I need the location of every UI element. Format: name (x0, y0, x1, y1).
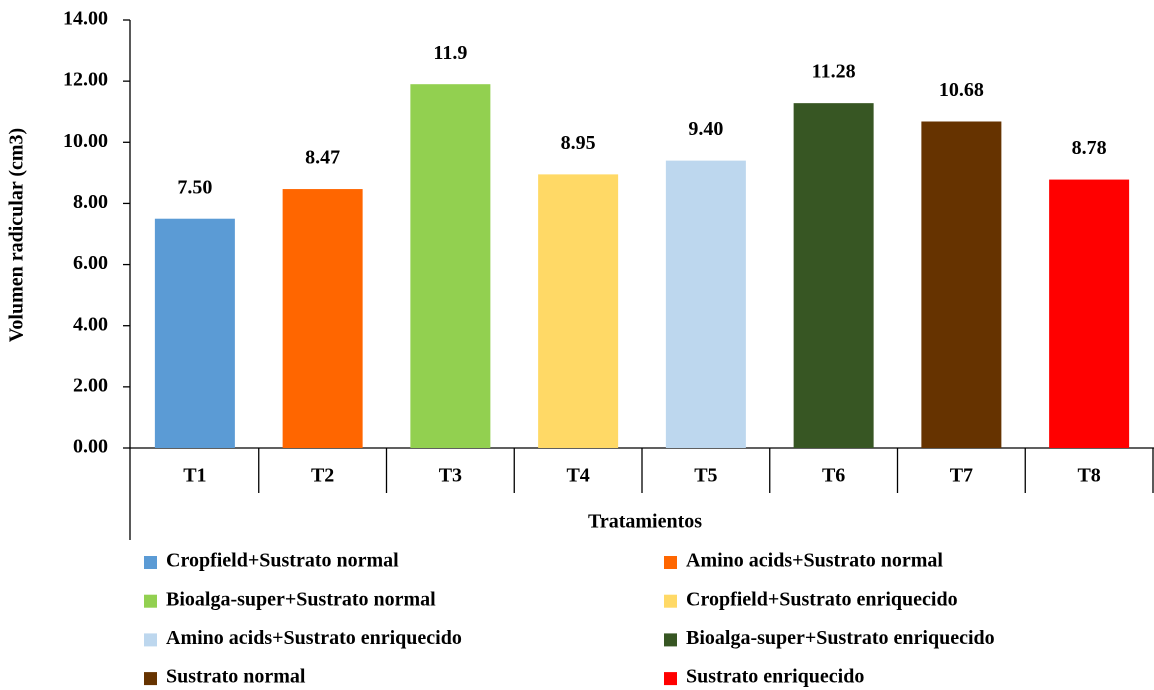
legend-label: Cropfield+Sustrato enriquecido (686, 588, 958, 610)
legend-swatch (664, 672, 677, 686)
legend-swatch (664, 556, 677, 569)
legend-label: Bioalga-super+Sustrato enriquecido (686, 627, 995, 649)
value-label: 11.28 (812, 61, 856, 83)
bar (410, 84, 491, 448)
value-label: 8.78 (1072, 137, 1107, 159)
legend-label: Cropfield+Sustrato normal (166, 550, 399, 572)
legend-swatch (664, 633, 677, 647)
legend-swatch (144, 672, 157, 686)
x-tick-label: T6 (822, 465, 845, 487)
legend-label: Bioalga-super+Sustrato normal (166, 588, 436, 610)
x-tick-label: T7 (950, 465, 973, 487)
y-tick-label: 4.00 (73, 313, 108, 335)
y-tick-label: 14.00 (63, 8, 108, 30)
x-tick-label: T8 (1077, 465, 1100, 487)
y-tick-label: 2.00 (73, 374, 108, 396)
legend-swatch (144, 633, 157, 647)
y-tick-label: 6.00 (73, 252, 108, 274)
bar (1049, 179, 1130, 448)
value-label: 10.68 (939, 79, 984, 101)
value-label: 8.95 (561, 132, 596, 154)
value-label: 11.9 (433, 42, 467, 64)
x-tick-label: T5 (694, 465, 717, 487)
legend-swatch (664, 594, 677, 608)
bar (665, 160, 746, 448)
legend-label: Sustrato normal (166, 666, 306, 688)
x-tick-label: T2 (311, 465, 334, 487)
x-tick-label: T3 (439, 465, 462, 487)
value-label: 8.47 (305, 147, 340, 169)
bar (921, 121, 1002, 449)
y-axis-title: Volumen radicular (cm3) (6, 128, 28, 342)
legend-label: Amino acids+Sustrato enriquecido (166, 627, 462, 649)
bar (282, 189, 363, 448)
y-tick-label: 12.00 (63, 69, 108, 91)
y-tick-label: 10.00 (63, 130, 108, 152)
bar (154, 218, 235, 448)
legend-swatch (144, 594, 157, 608)
value-label: 7.50 (177, 176, 212, 198)
bar (538, 174, 619, 448)
legend-swatch (144, 556, 157, 569)
x-tick-label: T1 (183, 465, 206, 487)
y-tick-label: 8.00 (73, 191, 108, 213)
bar (793, 103, 874, 448)
legend-label: Amino acids+Sustrato normal (686, 550, 943, 572)
x-axis-title: Tratamientos (588, 511, 702, 533)
legend-label: Sustrato enriquecido (686, 666, 864, 688)
y-tick-label: 0.00 (73, 436, 108, 458)
value-label: 9.40 (688, 118, 723, 140)
x-tick-label: T4 (566, 465, 589, 487)
